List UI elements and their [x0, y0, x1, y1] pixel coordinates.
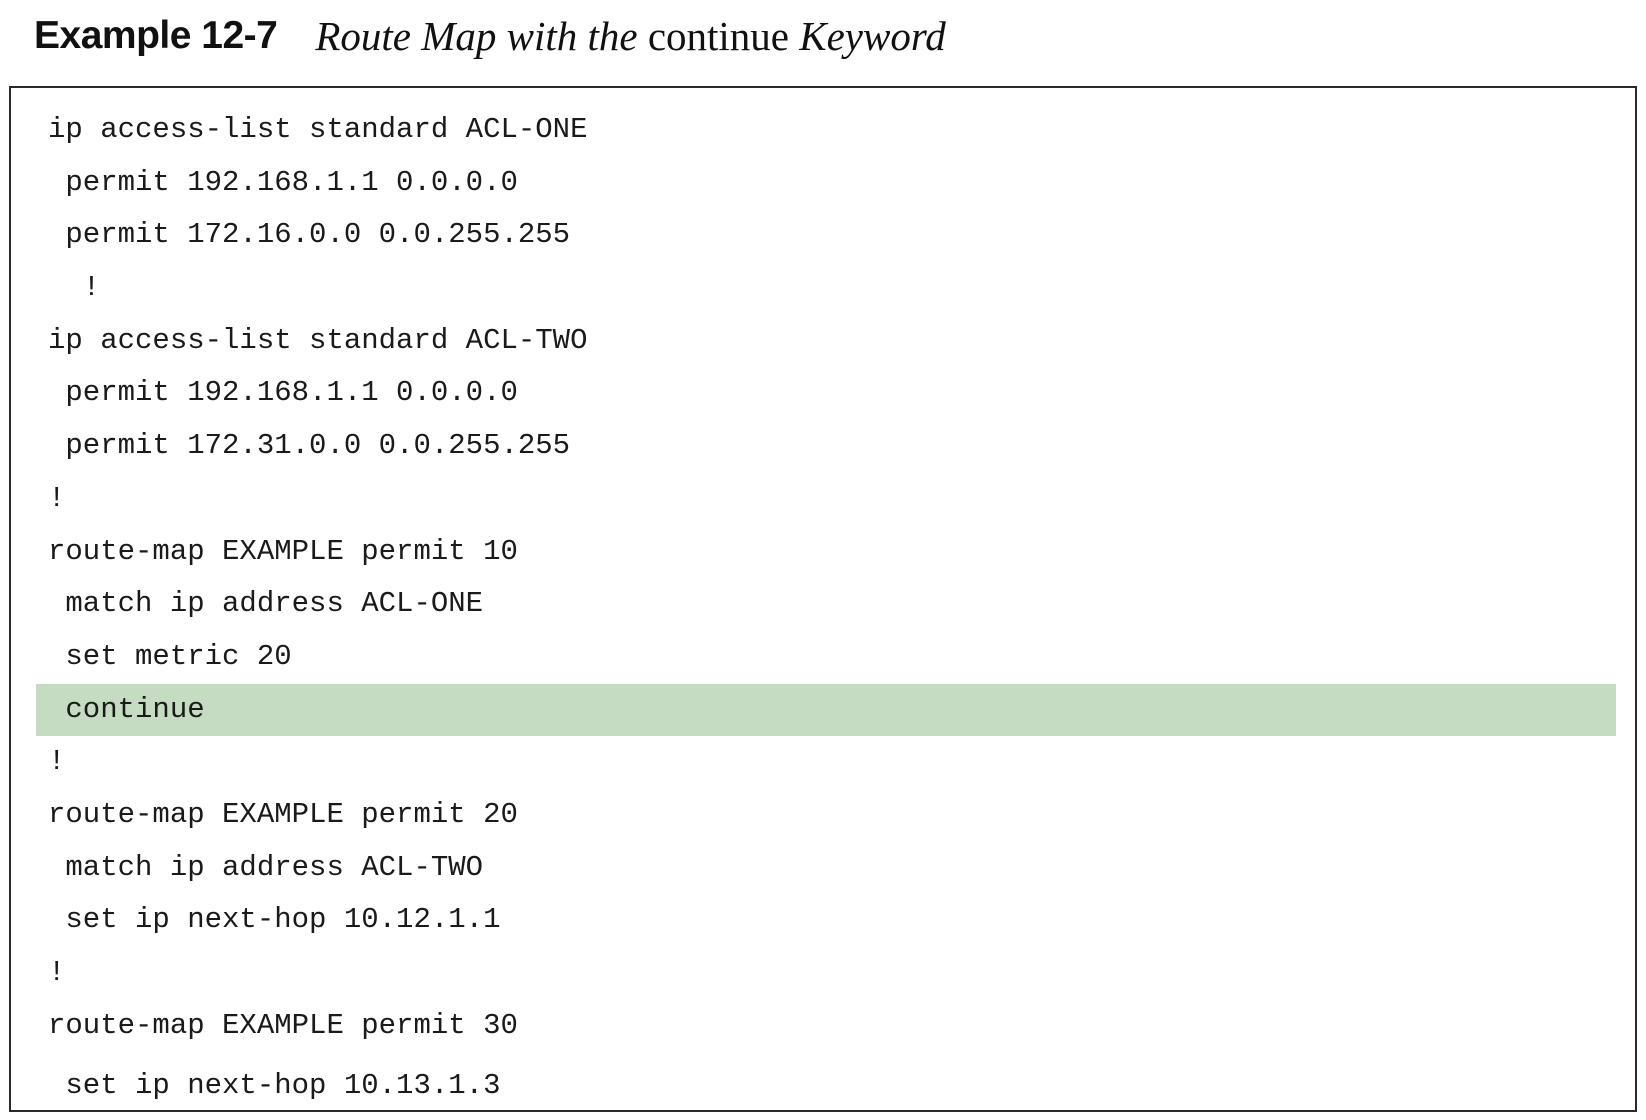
code-line: !	[48, 956, 66, 989]
code-line: permit 172.31.0.0 0.0.255.255	[48, 429, 571, 463]
code-line: !	[48, 745, 66, 779]
code-line: ip access-list standard ACL-ONE	[48, 113, 588, 146]
code-line: set ip next-hop 10.12.1.1	[48, 903, 501, 937]
code-line: permit 192.168.1.1 0.0.0.0	[48, 376, 518, 410]
example-number: Example 12-7	[34, 14, 278, 57]
code-line: set ip next-hop 10.13.1.3	[48, 1069, 501, 1103]
title-part-2: Keyword	[789, 13, 946, 59]
code-line: route-map EXAMPLE permit 20	[48, 797, 518, 831]
code-line: permit 192.168.1.1 0.0.0.0	[48, 165, 518, 199]
code-line: permit 172.16.0.0 0.0.255.255	[48, 218, 571, 252]
code-line: route-map EXAMPLE permit 10	[48, 534, 518, 568]
code-listing-box: ip access-list standard ACL-ONE permit 1…	[9, 86, 1637, 1112]
code-line: ip access-list standard ACL-TWO	[48, 323, 588, 357]
title-keyword: continue	[647, 13, 790, 59]
code-line: match ip address ACL-TWO	[48, 850, 484, 884]
code-listing: ip access-list standard ACL-ONE permit 1…	[36, 104, 1616, 1113]
code-line: !	[48, 271, 101, 305]
example-title: Route Map with the continue Keyword	[315, 12, 945, 60]
highlighted-code-line: continue	[36, 683, 1616, 737]
code-line: match ip address ACL-ONE	[48, 587, 484, 621]
code-line: route-map EXAMPLE permit 30	[48, 1008, 518, 1042]
example-caption: Example 12-7 Route Map with the continue…	[34, 8, 946, 64]
title-part-1: Route Map with the	[315, 13, 648, 59]
code-line: !	[48, 481, 66, 515]
code-line: set metric 20	[48, 639, 292, 673]
